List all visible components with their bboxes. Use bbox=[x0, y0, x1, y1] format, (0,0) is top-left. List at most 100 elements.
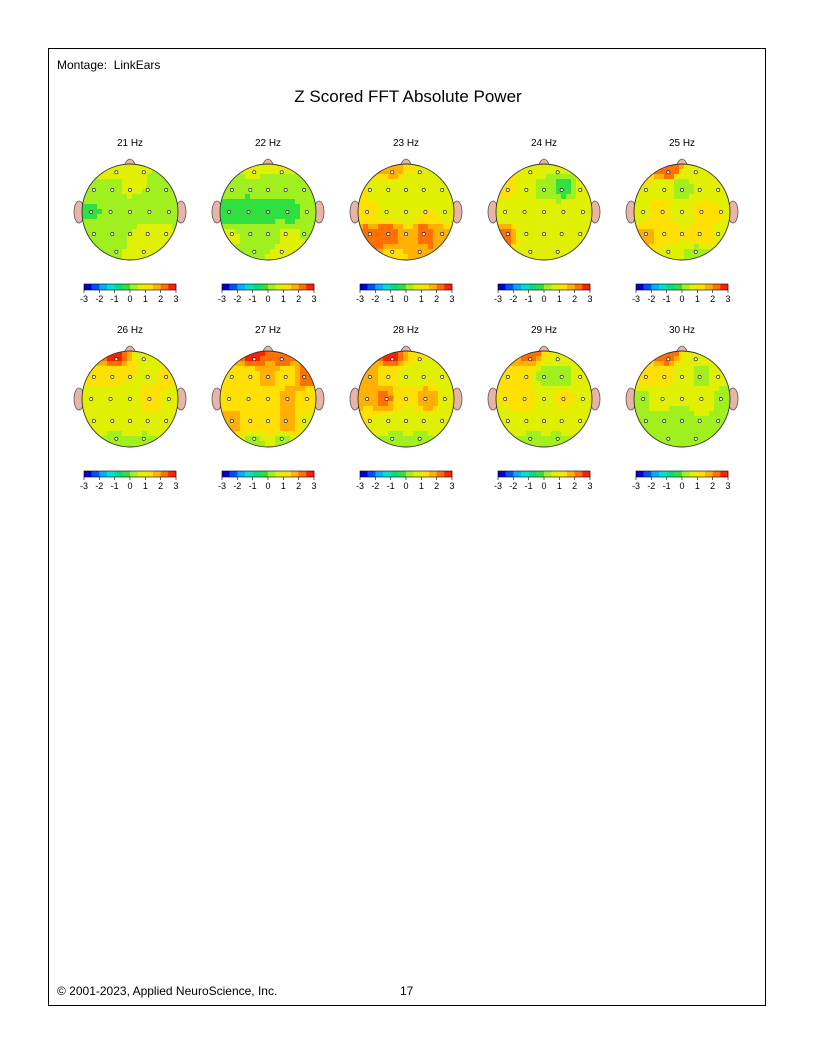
electrode-fz bbox=[128, 188, 132, 192]
electrode-fp1 bbox=[528, 170, 533, 175]
colorbar-tick-label: 0 bbox=[679, 481, 684, 491]
electrode-fp2 bbox=[555, 357, 560, 362]
electrode-f7 bbox=[643, 375, 648, 379]
colorbar-segment bbox=[398, 284, 407, 290]
electrode-fp2 bbox=[417, 357, 422, 362]
topomap-label: 29 Hz bbox=[530, 325, 558, 336]
colorbar-segment bbox=[268, 284, 276, 290]
electrode-fz bbox=[404, 188, 408, 192]
electrode-cz bbox=[542, 210, 546, 214]
electrode-c3 bbox=[384, 210, 389, 214]
colorbar-segment bbox=[137, 284, 146, 290]
colorbar-tick-label: 2 bbox=[434, 294, 439, 304]
colorbar-tick-label: -1 bbox=[111, 294, 119, 304]
colorbar-tick-label: 0 bbox=[127, 294, 132, 304]
electrode-fp1 bbox=[666, 357, 671, 362]
electrode-fp2 bbox=[417, 170, 422, 175]
colorbar-tick-label: -3 bbox=[80, 481, 88, 491]
colorbar-segment bbox=[536, 471, 545, 477]
colorbar-segment bbox=[521, 284, 529, 290]
electrode-p4 bbox=[283, 419, 288, 423]
electrode-t6 bbox=[440, 232, 445, 236]
electrode-o2 bbox=[555, 249, 560, 254]
colorbar-segment bbox=[245, 284, 253, 290]
colorbar-segment bbox=[130, 284, 138, 290]
colorbar-segment bbox=[291, 284, 299, 290]
electrode-p3 bbox=[662, 232, 667, 236]
colorbar-segment bbox=[153, 284, 161, 290]
electrode-p4 bbox=[559, 232, 564, 236]
colorbar-tick-label: -2 bbox=[509, 294, 517, 304]
colorbar-segment bbox=[229, 284, 238, 290]
colorbar-tick-label: 1 bbox=[695, 481, 700, 491]
colorbar-segment bbox=[130, 471, 138, 477]
colorbar-segment bbox=[505, 471, 514, 477]
head-outline bbox=[495, 350, 593, 448]
electrode-c3 bbox=[108, 210, 113, 214]
colorbar-segment bbox=[505, 284, 514, 290]
electrode-f8 bbox=[716, 188, 721, 192]
colorbar-segment bbox=[567, 471, 575, 477]
colorbar-tick-label: 1 bbox=[143, 294, 148, 304]
colorbar-segment bbox=[689, 284, 698, 290]
colorbar-segment bbox=[375, 471, 384, 477]
colorbar-segment bbox=[222, 471, 230, 477]
electrode-fz bbox=[266, 375, 270, 379]
colorbar-segment bbox=[145, 471, 154, 477]
topomap-26-hz: 26 Hz -3 -2 -1 0 1 2 3 bbox=[68, 325, 192, 499]
electrode-fp1 bbox=[252, 357, 257, 362]
topomap-30-hz: 30 Hz -3 -2 -1 0 1 2 3 bbox=[620, 325, 744, 499]
colorbar-segment bbox=[651, 471, 660, 477]
electrode-t3 bbox=[365, 397, 370, 401]
electrode-c4 bbox=[699, 397, 704, 401]
electrode-fp2 bbox=[555, 170, 560, 175]
colorbar-tick-label: 0 bbox=[265, 294, 270, 304]
colorbar-tick-label: -2 bbox=[371, 481, 379, 491]
electrode-o1 bbox=[114, 249, 119, 254]
electrode-c3 bbox=[246, 210, 251, 214]
electrode-p3 bbox=[248, 419, 253, 423]
electrode-cz bbox=[128, 210, 132, 214]
colorbar-segment bbox=[498, 284, 506, 290]
electrode-fp2 bbox=[141, 170, 146, 175]
colorbar-segment bbox=[91, 471, 100, 477]
electrode-t4 bbox=[580, 397, 585, 401]
electrode-p4 bbox=[283, 232, 288, 236]
electrode-fp2 bbox=[279, 357, 284, 362]
heat-field bbox=[496, 164, 592, 260]
electrode-o1 bbox=[390, 249, 395, 254]
colorbar-segment bbox=[582, 284, 591, 290]
electrode-t6 bbox=[164, 232, 169, 236]
colorbar-segment bbox=[413, 284, 422, 290]
colorbar-segment bbox=[720, 471, 729, 477]
colorbar-segment bbox=[436, 471, 445, 477]
topomap-28-hz: 28 Hz -3 -2 -1 0 1 2 3 bbox=[344, 325, 468, 499]
electrode-t6 bbox=[302, 419, 307, 423]
electrode-t5 bbox=[505, 232, 510, 236]
colorbar-segment bbox=[84, 471, 92, 477]
electrode-t3 bbox=[641, 210, 646, 214]
colorbar-tick-label: 3 bbox=[449, 294, 454, 304]
electrode-o2 bbox=[141, 249, 146, 254]
electrode-pz bbox=[128, 232, 132, 236]
colorbar-segment bbox=[429, 471, 437, 477]
electrode-o1 bbox=[252, 436, 257, 441]
electrode-f8 bbox=[302, 188, 307, 192]
colorbar-segment bbox=[298, 471, 307, 477]
electrode-c3 bbox=[522, 397, 527, 401]
electrode-f3 bbox=[110, 375, 115, 379]
colorbar-tick-label: 1 bbox=[281, 481, 286, 491]
head-map: -3 -2 -1 0 1 2 3 bbox=[349, 345, 463, 491]
colorbar-tick-label: 3 bbox=[725, 481, 730, 491]
page-title: Z Scored FFT Absolute Power bbox=[294, 87, 522, 106]
colorbar-tick-label: -3 bbox=[218, 481, 226, 491]
electrode-cz bbox=[680, 397, 684, 401]
electrode-pz bbox=[542, 232, 546, 236]
electrode-f4 bbox=[283, 375, 288, 379]
electrode-p3 bbox=[386, 232, 391, 236]
electrode-fp1 bbox=[390, 357, 395, 362]
colorbar-tick-label: -3 bbox=[356, 294, 364, 304]
colorbar-segment bbox=[643, 284, 652, 290]
heat-field bbox=[496, 351, 592, 447]
